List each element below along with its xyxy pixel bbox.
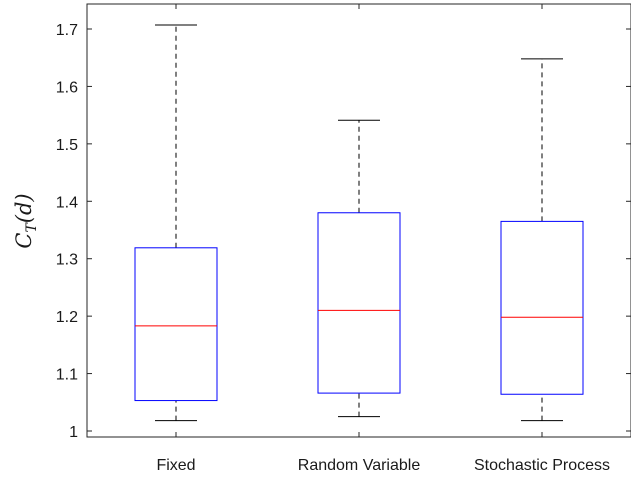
x-axis: Fixed Random Variable Stochastic Process — [156, 4, 610, 474]
y-tick-label: 1.2 — [56, 309, 78, 326]
x-category-label: Stochastic Process — [474, 457, 610, 474]
y-tick-label: 1.1 — [56, 367, 78, 384]
y-tick-label: 1.7 — [56, 22, 78, 39]
box-3 — [500, 58, 584, 422]
box-1 — [134, 24, 218, 422]
y-tick-label: 1.5 — [56, 137, 78, 154]
x-category-label: Random Variable — [298, 457, 421, 474]
iqr-box — [500, 220, 584, 395]
y-tick-label: 1.4 — [56, 194, 78, 211]
y-axis: 1 1.1 1.2 1.3 1.4 1.5 1.6 1.7 — [56, 22, 631, 441]
y-axis-label: CT(d) — [12, 193, 40, 248]
iqr-box — [317, 212, 401, 394]
plot-marks — [134, 24, 584, 422]
box-2 — [317, 119, 401, 418]
y-tick-label: 1.6 — [56, 79, 78, 96]
plot-frame — [86, 3, 631, 438]
iqr-box — [134, 247, 218, 402]
y-tick-label: 1.3 — [56, 252, 78, 269]
x-category-label: Fixed — [156, 457, 195, 474]
y-tick-label: 1 — [69, 424, 78, 441]
